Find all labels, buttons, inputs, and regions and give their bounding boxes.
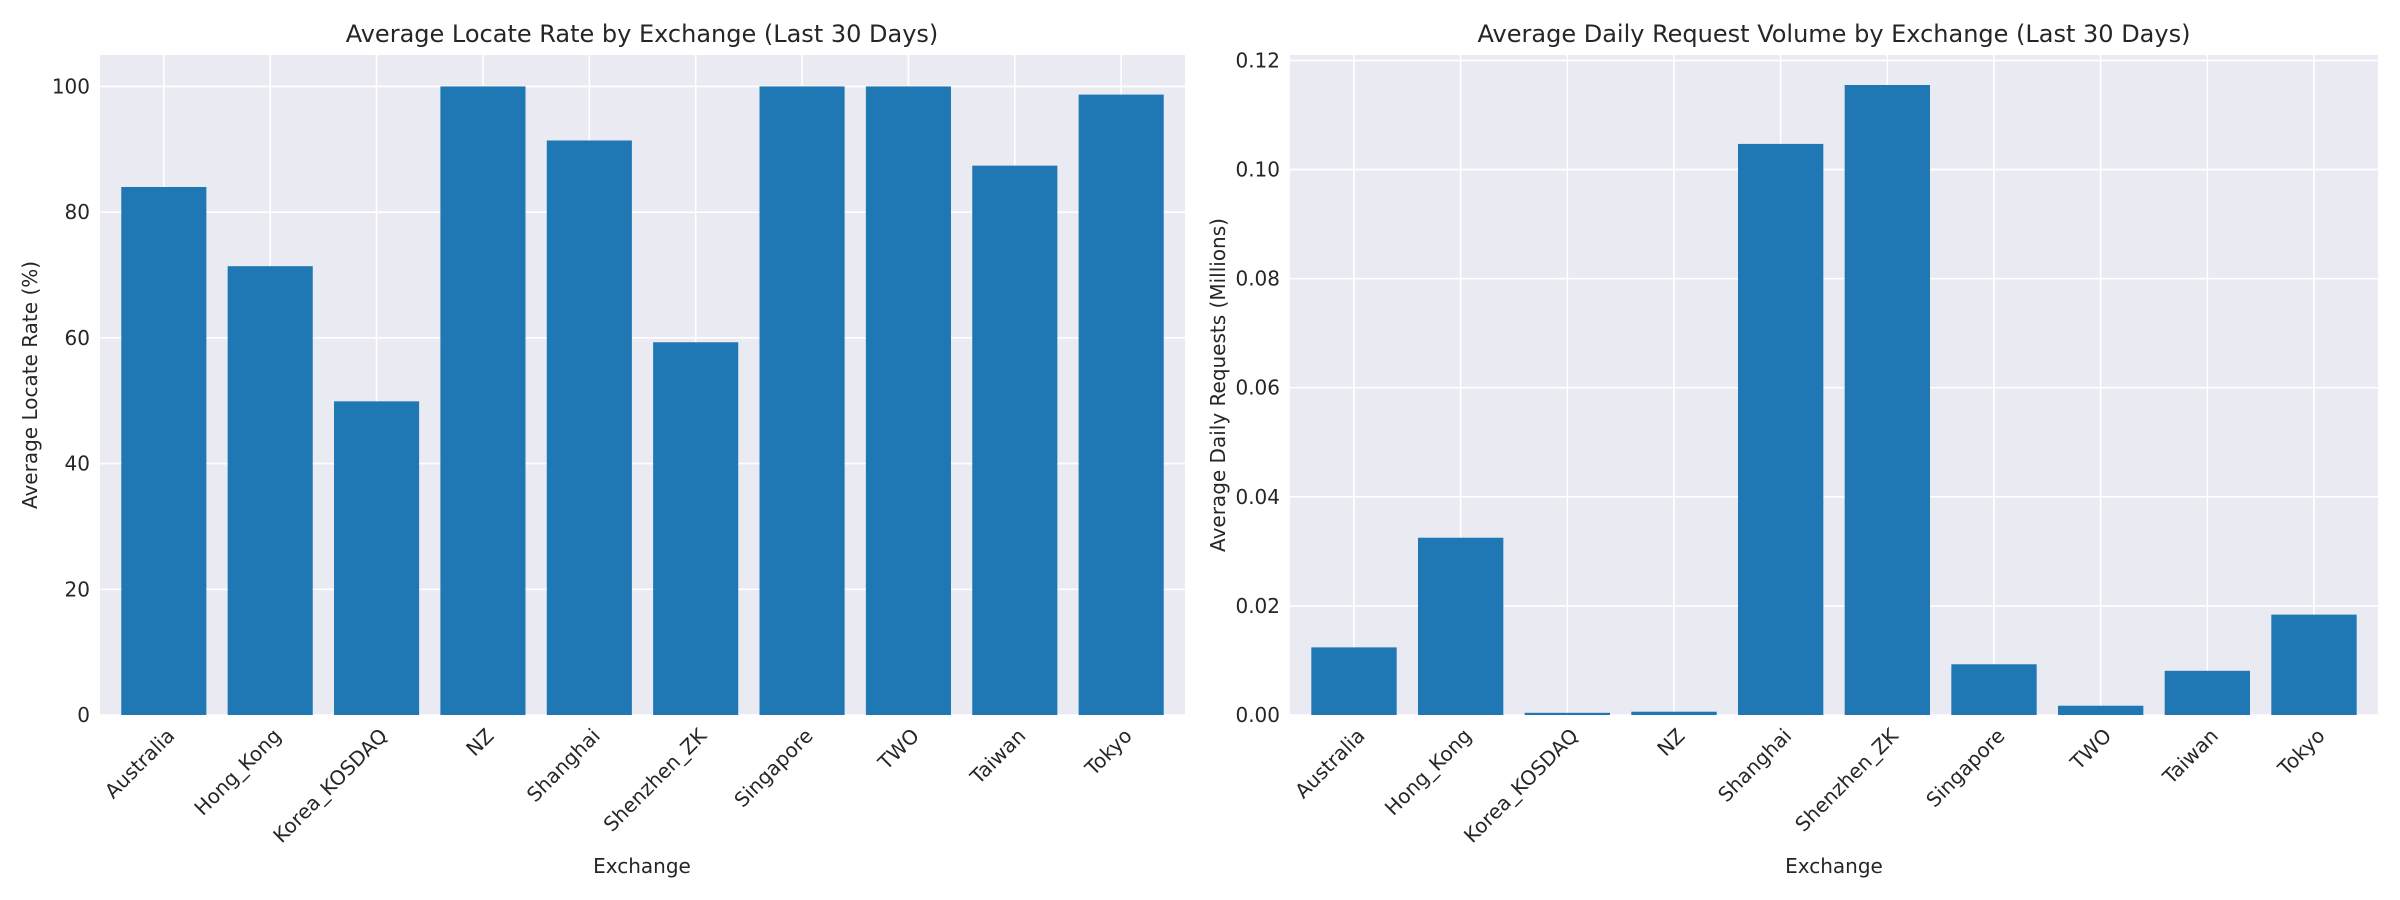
locate-rate-bar-shenzhen-zk <box>653 342 739 715</box>
request-volume-x-tick-label: Taiwan <box>2157 724 2223 790</box>
request-volume-bar-two <box>2058 705 2144 715</box>
locate-rate-y-tick-label: 0 <box>77 703 90 727</box>
request-volume-y-tick-label: 0.06 <box>1235 376 1280 400</box>
locate-rate-bar-singapore <box>759 86 845 715</box>
locate-rate-x-tick-label: Singapore <box>729 724 817 812</box>
request-volume-bar-tokyo <box>2271 614 2357 715</box>
locate-rate-y-axis-label: Average Locate Rate (%) <box>18 261 42 509</box>
locate-rate-chart-title: Average Locate Rate by Exchange (Last 30… <box>346 20 939 48</box>
request-volume-x-tick-label: Hong_Kong <box>1380 724 1476 820</box>
locate-rate-y-tick-label: 80 <box>65 200 90 224</box>
locate-rate-y-tick-label: 60 <box>65 326 90 350</box>
locate-rate-bar-two <box>865 86 951 715</box>
request-volume-x-tick-label: Korea_KOSDAQ <box>1459 724 1583 848</box>
locate-rate-bar-taiwan <box>972 165 1058 716</box>
request-volume-chart-title: Average Daily Request Volume by Exchange… <box>1478 20 2191 48</box>
locate-rate-y-tick-label: 20 <box>65 577 90 601</box>
locate-rate-x-tick-label: TWO <box>873 724 924 775</box>
request-volume-x-tick-label: Singapore <box>1921 724 2009 812</box>
request-volume-y-tick-label: 0.02 <box>1235 594 1280 618</box>
locate-rate-bar-hong-kong <box>227 266 313 715</box>
locate-rate-x-tick-label: Korea_KOSDAQ <box>268 724 392 848</box>
locate-rate-y-tick-label: 100 <box>52 74 90 98</box>
request-volume-x-axis-label: Exchange <box>1785 854 1883 878</box>
locate-rate-x-tick-label: Tokyo <box>1079 724 1136 781</box>
locate-rate-bar-nz <box>440 86 526 715</box>
request-volume-y-tick-label: 0.08 <box>1235 267 1280 291</box>
request-volume-chart: 0.00 0.02 0.04 0.06 0.08 0.10 0.12 Australia Hon… <box>1206 20 2378 878</box>
request-volume-y-tick-label: 0.04 <box>1235 485 1280 509</box>
request-volume-y-tick-label: 0.12 <box>1235 48 1280 72</box>
locate-rate-chart: 0 20 40 60 80 100 Australia Hong_KongKorea_KOSD… <box>18 20 1185 878</box>
request-volume-y-axis-label: Average Daily Requests (Millions) <box>1206 218 1230 552</box>
request-volume-x-tick-label: NZ <box>1652 724 1689 761</box>
request-volume-bar-shenzhen-zk <box>1844 85 1930 715</box>
locate-rate-x-axis-label: Exchange <box>593 854 691 878</box>
request-volume-plot-area: 0.00 0.02 0.04 0.06 0.08 0.10 0.12 Australia Hon… <box>1235 48 2378 848</box>
locate-rate-y-tick-label: 40 <box>65 452 90 476</box>
locate-rate-plot-area: 0 20 40 60 80 100 Australia Hong_KongKorea_KOSD… <box>52 55 1185 848</box>
locate-rate-x-tick-label: Shanghai <box>522 724 605 807</box>
locate-rate-x-tick-label: Hong_Kong <box>189 724 285 820</box>
request-volume-x-tick-label: Shanghai <box>1713 724 1796 807</box>
request-volume-x-tick-label: TWO <box>2065 724 2116 775</box>
request-volume-bar-shanghai <box>1738 143 1824 716</box>
request-volume-bar-singapore <box>1951 664 2037 715</box>
locate-rate-bar-shanghai <box>546 140 632 715</box>
request-volume-bar-australia <box>1311 647 1397 715</box>
request-volume-bar-taiwan <box>2164 670 2250 715</box>
locate-rate-x-tick-label: Shenzhen_ZK <box>599 723 712 836</box>
locate-rate-bar-tokyo <box>1078 94 1164 716</box>
request-volume-x-tick-label: Shenzhen_ZK <box>1790 723 1903 836</box>
request-volume-x-tick-label: Australia <box>1290 724 1370 804</box>
locate-rate-bar-australia <box>121 187 207 715</box>
locate-rate-bar-korea-kosdaq <box>334 401 420 715</box>
request-volume-x-tick-label: Tokyo <box>2272 724 2329 781</box>
locate-rate-x-tick-label: NZ <box>461 724 498 761</box>
locate-rate-x-tick-label: Australia <box>100 724 180 804</box>
locate-rate-x-tick-label: Taiwan <box>965 724 1031 790</box>
request-volume-bar-korea-kosdaq <box>1524 712 1610 715</box>
request-volume-bar-nz <box>1631 711 1717 715</box>
request-volume-y-tick-label: 0.00 <box>1235 703 1280 727</box>
request-volume-y-tick-label: 0.10 <box>1235 158 1280 182</box>
request-volume-bar-hong-kong <box>1418 537 1504 715</box>
